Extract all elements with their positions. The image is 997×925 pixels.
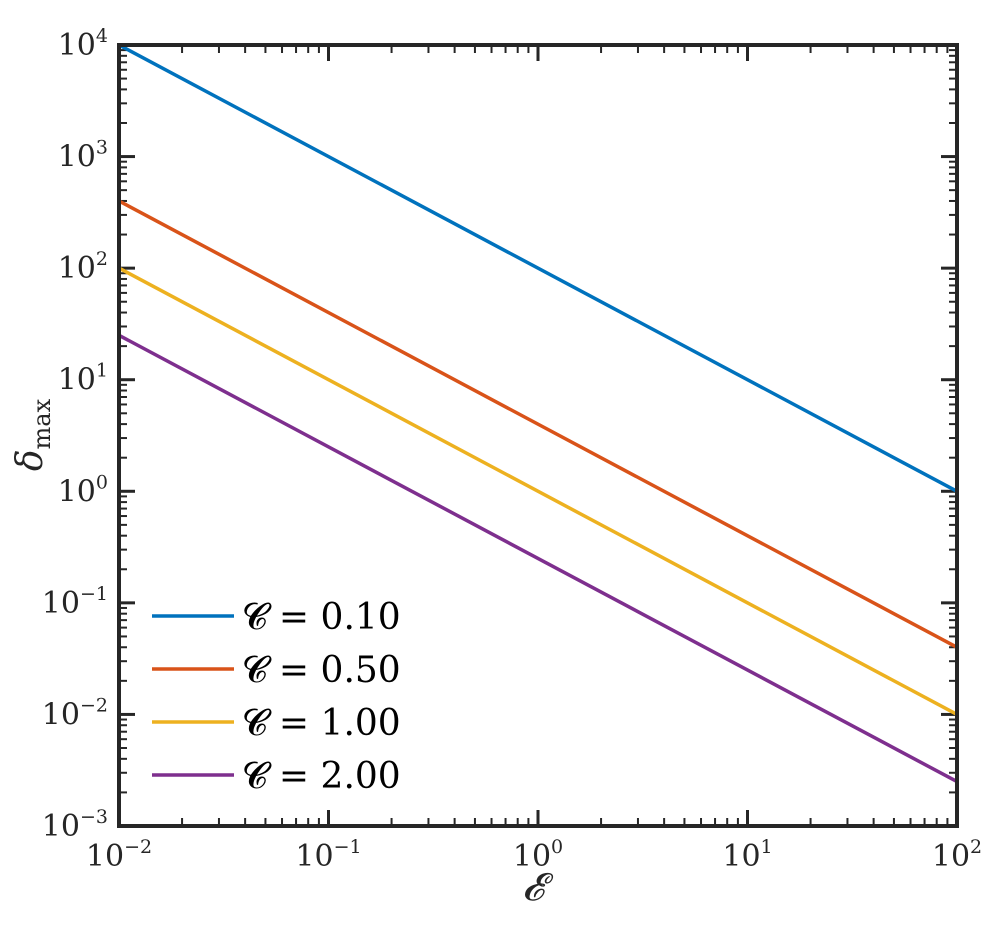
y-axis-title-main: δ <box>10 449 51 471</box>
x-tick-labels: 10−2 10−1 100 101 102 <box>86 836 982 874</box>
x-tick-label: 102 <box>932 836 982 874</box>
y-tick-label: 102 <box>58 248 108 286</box>
legend-label-3: 𝓒 = 1.00 <box>242 703 401 744</box>
y-axis-title: δmax <box>10 398 56 471</box>
y-tick-label: 103 <box>58 137 108 175</box>
y-tick-label: 100 <box>58 471 108 509</box>
x-tick-label: 101 <box>722 836 772 874</box>
plot-frame <box>117 43 959 828</box>
y-tick-labels: 10−3 10−2 10−1 100 101 102 103 104 <box>42 25 108 844</box>
y-tick-label: 101 <box>58 360 108 398</box>
legend-label-1: 𝓒 = 0.10 <box>242 597 401 638</box>
y-tick-label: 10−2 <box>42 694 108 732</box>
x-tick-label: 10−1 <box>295 836 361 874</box>
series-lines <box>118 43 958 784</box>
x-tick-label: 10−2 <box>86 836 152 874</box>
legend-label-4: 𝓒 = 2.00 <box>242 756 401 797</box>
series-line-1 <box>118 43 958 493</box>
y-tick-label: 104 <box>58 25 108 63</box>
y-tick-label: 10−3 <box>42 806 108 844</box>
series-line-4 <box>118 333 958 784</box>
x-tick-label: 100 <box>513 836 563 874</box>
legend: 𝓒 = 0.10 𝓒 = 0.50 𝓒 = 1.00 𝓒 = 2.00 <box>152 597 401 797</box>
y-tick-label: 10−1 <box>42 583 108 621</box>
legend-label-2: 𝓒 = 0.50 <box>242 650 401 691</box>
y-axis-title-sub: max <box>28 398 56 449</box>
series-line-2 <box>118 199 958 649</box>
series-line-3 <box>118 266 958 716</box>
